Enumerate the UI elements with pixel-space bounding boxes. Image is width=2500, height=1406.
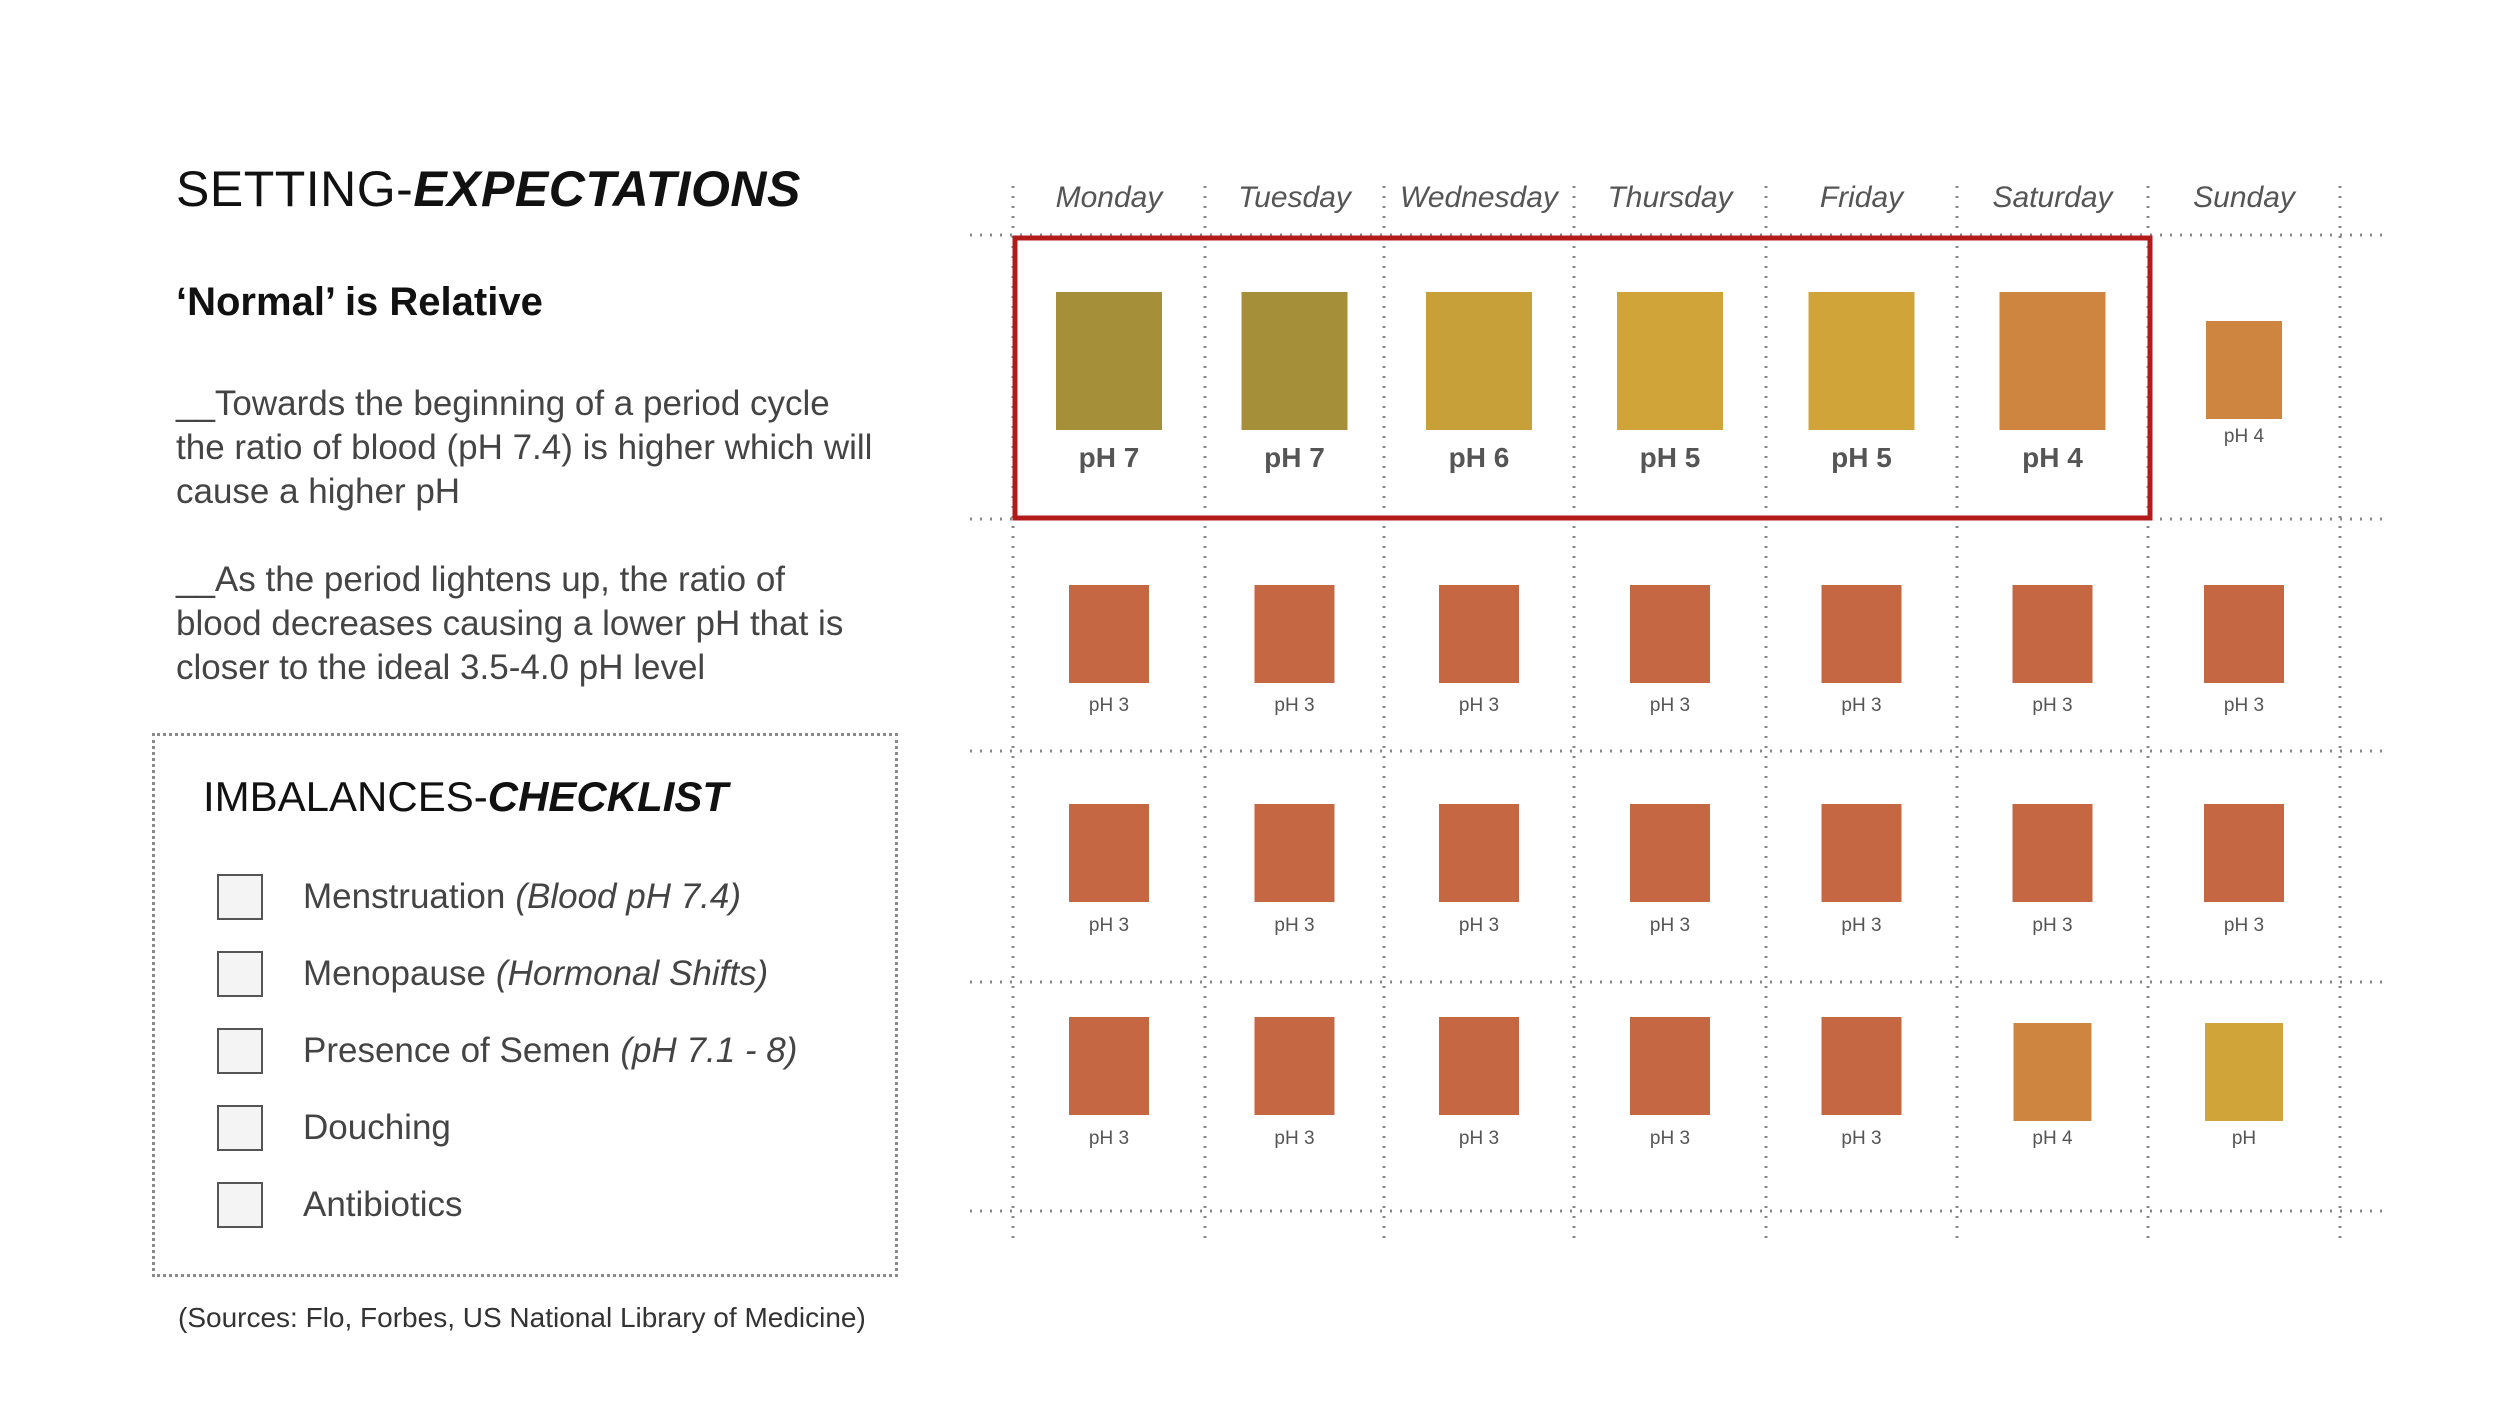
checkbox[interactable]: [217, 874, 263, 920]
paragraph-period-end: __As the period lightens up, the ratio o…: [176, 560, 844, 687]
ph-label: pH 5: [1831, 442, 1892, 473]
ph-label: pH 3: [1089, 695, 1129, 716]
highlight-box: [1012, 235, 2153, 521]
ph-swatch: [1439, 804, 1519, 902]
item-label-text: Presence of Semen: [303, 1031, 611, 1070]
item-label-text: Douching: [303, 1108, 451, 1147]
item-label-note: (Hormonal Shifts): [495, 954, 769, 993]
ph-label: pH 3: [1274, 1128, 1314, 1149]
day-header-saturday: Saturday: [1992, 181, 2114, 214]
checkbox[interactable]: [217, 1028, 263, 1074]
ph-swatch: [1069, 585, 1149, 683]
ph-label: pH 3: [1089, 915, 1129, 936]
checklist-item-semen[interactable]: Presence of Semen (pH 7.1 - 8): [217, 1025, 797, 1077]
ph-label: pH 5: [1640, 442, 1701, 473]
ph-swatch: [1426, 292, 1532, 430]
ph-label: pH 3: [1650, 695, 1690, 716]
checklist-item-menstruation[interactable]: Menstruation (Blood pH 7.4): [217, 871, 741, 923]
imbalances-checklist: IMBALANCES-CHECKLIST Menstruation (Blood …: [152, 733, 898, 1277]
ph-swatch: [1439, 1017, 1519, 1115]
ph-swatch: [2205, 1023, 2283, 1121]
ph-swatch: [2206, 321, 2282, 419]
ph-swatch: [1241, 292, 1348, 430]
checklist-title-bold: CHECKLIST: [487, 773, 729, 820]
item-label-text: Antibiotics: [303, 1185, 463, 1224]
ph-label: pH 3: [1650, 915, 1690, 936]
ph-swatch: [1630, 1017, 1710, 1115]
item-label-text: Menopause: [303, 954, 486, 993]
ph-swatch: [1821, 585, 1902, 683]
ph-label: pH 3: [2224, 915, 2264, 936]
ph-swatch: [2013, 1023, 2092, 1121]
sources-note: (Sources: Flo, Forbes, US National Libra…: [178, 1302, 866, 1333]
checklist-item-label: Menopause (Hormonal Shifts): [303, 954, 768, 994]
day-header-sunday: Sunday: [2193, 181, 2297, 214]
ph-swatch: [1069, 1017, 1149, 1115]
checkbox[interactable]: [217, 1182, 263, 1228]
item-label-text: Menstruation: [303, 877, 506, 916]
ph-label: pH 3: [2032, 915, 2072, 936]
checklist-item-menopause[interactable]: Menopause (Hormonal Shifts): [217, 948, 768, 1000]
ph-swatch: [1254, 585, 1335, 683]
checkbox[interactable]: [217, 1105, 263, 1151]
ph-label: pH 4: [2032, 1128, 2073, 1149]
checklist-item-label: Presence of Semen (pH 7.1 - 8): [303, 1031, 797, 1071]
ph-label: pH 3: [2224, 695, 2264, 716]
ph-label: pH: [2232, 1128, 2256, 1149]
ph-label: pH 3: [1089, 1128, 1129, 1149]
item-label-note: (Blood pH 7.4): [515, 877, 741, 916]
ph-swatch: [1254, 1017, 1335, 1115]
ph-swatch: [1617, 292, 1723, 430]
ph-swatch: [2204, 804, 2284, 902]
ph-swatch: [1069, 804, 1149, 902]
ph-swatch: [2204, 585, 2284, 683]
ph-swatch: [2012, 585, 2093, 683]
day-header-tuesday: Tuesday: [1238, 181, 1353, 214]
checklist-item-label: Antibiotics: [303, 1185, 463, 1225]
ph-swatch: [1821, 1017, 1902, 1115]
ph-label: pH 3: [2032, 695, 2072, 716]
item-label-note: (pH 7.1 - 8): [620, 1031, 798, 1070]
checklist-item-label: Douching: [303, 1108, 451, 1148]
ph-label: pH 3: [1274, 915, 1314, 936]
ph-swatch: [1821, 804, 1902, 902]
checkbox[interactable]: [217, 951, 263, 997]
day-header-monday: Monday: [1056, 181, 1165, 214]
checklist-title: IMBALANCES-CHECKLIST: [203, 773, 728, 821]
checklist-title-plain: IMBALANCES-: [203, 773, 488, 820]
checklist-item-douching[interactable]: Douching: [217, 1102, 451, 1154]
ph-swatch: [1439, 585, 1519, 683]
ph-label: pH 3: [1274, 695, 1314, 716]
day-header-wednesday: Wednesday: [1400, 181, 1560, 214]
ph-label: pH 3: [1459, 1128, 1499, 1149]
page-title-bold: EXPECTATIONS: [413, 161, 801, 217]
ph-label: pH 6: [1449, 442, 1510, 473]
day-header-thursday: Thursday: [1607, 181, 1734, 214]
ph-swatch: [1254, 804, 1335, 902]
ph-label: pH 3: [1841, 1128, 1881, 1149]
page-title: SETTING-EXPECTATIONS: [176, 160, 801, 218]
ph-label: pH 3: [1841, 915, 1881, 936]
checklist-item-antibiotics[interactable]: Antibiotics: [217, 1179, 463, 1231]
ph-label: pH 3: [1459, 695, 1499, 716]
section-subtitle: ‘Normal’ is Relative: [176, 280, 543, 324]
ph-swatch: [1999, 292, 2106, 430]
page-title-plain: SETTING-: [176, 161, 414, 217]
ph-label: pH 3: [1841, 695, 1881, 716]
ph-swatch: [2012, 804, 2093, 902]
ph-label: pH 7: [1264, 442, 1325, 473]
ph-swatch: [1630, 804, 1710, 902]
ph-swatch: [1056, 292, 1162, 430]
checklist-item-label: Menstruation (Blood pH 7.4): [303, 877, 741, 917]
ph-label: pH 4: [2022, 442, 2083, 473]
ph-swatch: [1630, 585, 1710, 683]
ph-label: pH 3: [1459, 915, 1499, 936]
day-header-friday: Friday: [1820, 181, 1905, 214]
ph-swatch: [1808, 292, 1915, 430]
paragraph-period-start: __Towards the beginning of a period cycl…: [176, 384, 873, 511]
ph-label: pH 4: [2224, 426, 2265, 447]
ph-label: pH 7: [1079, 442, 1140, 473]
ph-label: pH 3: [1650, 1128, 1690, 1149]
